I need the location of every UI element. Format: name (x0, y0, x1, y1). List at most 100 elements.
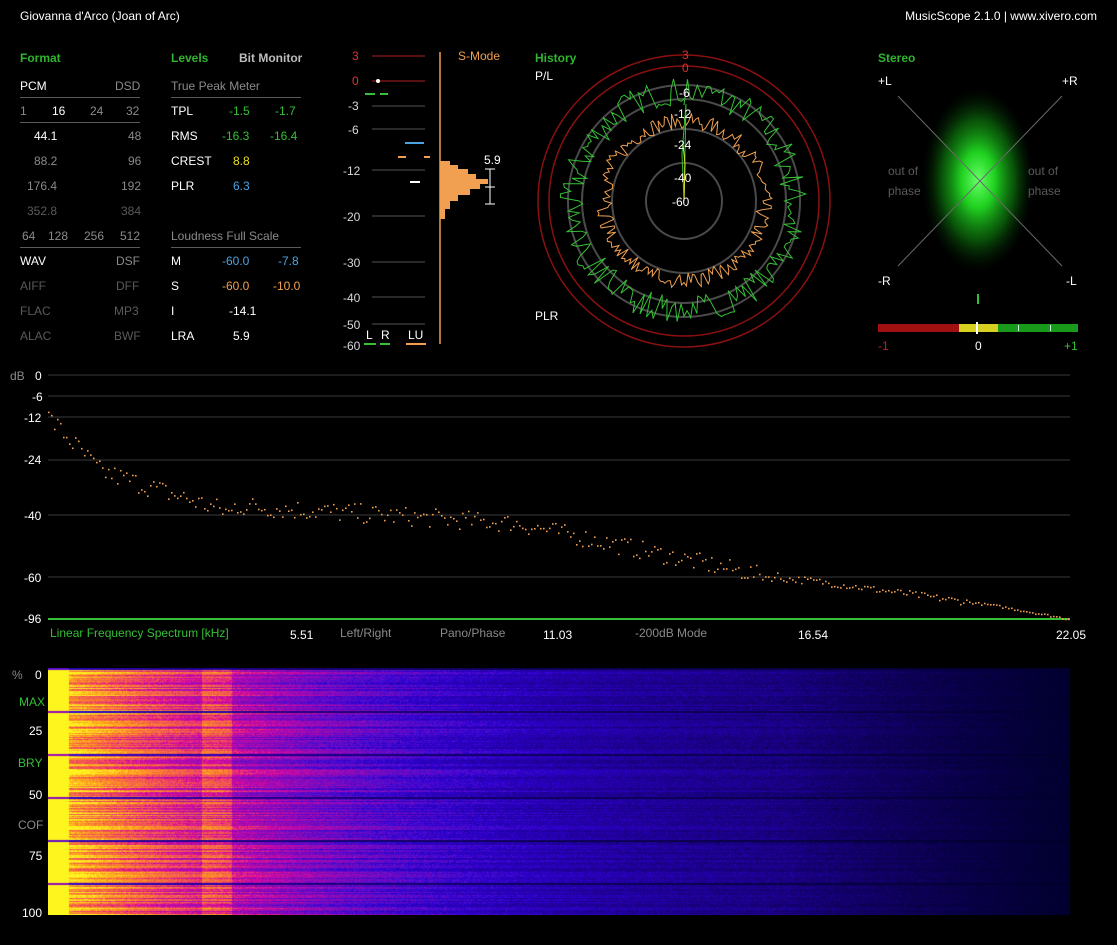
meter-tick-0: 0 (352, 74, 359, 88)
max-marker: MAX (19, 695, 46, 709)
bit-depth-24: 24 (90, 104, 104, 118)
ring-label-minus-12: -12 (674, 107, 692, 121)
bit-depth-1: 1 (20, 104, 27, 118)
bry-marker: BRY (18, 756, 43, 770)
meter-tick-minus-40: -40 (343, 291, 361, 305)
momentary-value: -60.0 (222, 254, 250, 268)
stereo-plus-r: +R (1062, 74, 1078, 88)
file-aiff: AIFF (20, 279, 46, 293)
spectrum-plot (48, 374, 1070, 621)
rate-88-2: 88.2 (34, 154, 58, 168)
ring-label-3: 3 (682, 48, 689, 62)
out-of-phase-left-1: out of (888, 164, 919, 178)
meter-tick-minus-50: -50 (343, 318, 361, 332)
minus-200db-mode-toggle[interactable]: -200dB Mode (635, 626, 708, 640)
history-plr-trace (596, 113, 773, 289)
bit-depth-32: 32 (126, 104, 140, 118)
ring-label-minus-60: -60 (672, 195, 690, 209)
dsd-rate-128: 128 (48, 229, 69, 243)
short-term-max: -10.0 (273, 279, 301, 293)
integrated-value: -14.1 (229, 304, 257, 318)
levels-header: Levels (171, 51, 209, 65)
spectrogram-tick-50: 50 (29, 788, 43, 802)
pcm-label[interactable]: PCM (20, 79, 47, 93)
left-right-toggle[interactable]: Left/Right (340, 626, 392, 640)
ring-label-0: 0 (682, 61, 689, 75)
stereo-plus-l: +L (878, 74, 892, 88)
history-pl-trace (559, 78, 808, 322)
dsd-rate-64: 64 (22, 229, 36, 243)
dsd-rate-256: 256 (84, 229, 105, 243)
spectrogram-tick-0: 0 (35, 668, 42, 682)
plr-value: 6.3 (233, 179, 250, 193)
correlation-minus-1: -1 (878, 339, 889, 353)
s-mode-toggle[interactable]: S-Mode (458, 49, 501, 63)
meter-tick-minus-30: -30 (343, 256, 361, 270)
freq-tick-16-54: 16.54 (798, 628, 829, 642)
correlation-plus-1: +1 (1064, 339, 1078, 353)
dsd-rate-512: 512 (120, 229, 141, 243)
db-unit: dB (10, 369, 25, 383)
rate-352-8: 352.8 (27, 204, 58, 218)
out-of-phase-right-2: phase (1028, 184, 1061, 198)
file-mp3: MP3 (114, 304, 139, 318)
plr-history-label: PLR (535, 309, 559, 323)
meter-tick-minus-60: -60 (343, 339, 361, 353)
correlation-indicator (977, 294, 979, 304)
file-dff: DFF (116, 279, 140, 293)
out-of-phase-left-2: phase (888, 184, 921, 198)
bit-monitor-tab[interactable]: Bit Monitor (239, 51, 303, 65)
true-peak-title: True Peak Meter (171, 79, 260, 93)
meter-left-label: L (366, 328, 373, 342)
freq-tick-11-03: 11.03 (543, 628, 573, 642)
correlation-meter (878, 322, 1078, 334)
rate-44-1: 44.1 (34, 129, 58, 143)
stereo-minus-r: -R (878, 274, 891, 288)
correlation-zero: 0 (975, 339, 982, 353)
momentary-max: -7.8 (278, 254, 299, 268)
stereo-minus-l: -L (1066, 274, 1077, 288)
db-tick-minus-40: -40 (24, 509, 42, 523)
integrated-label: I (171, 304, 175, 318)
meter-tick-minus-3: -3 (348, 99, 359, 113)
momentary-label: M (171, 254, 181, 268)
rms-left: -16.3 (222, 129, 250, 143)
db-tick-minus-60: -60 (24, 571, 42, 585)
file-alac: ALAC (20, 329, 52, 343)
pl-label: P/L (535, 69, 554, 83)
out-of-phase-right-1: out of (1028, 164, 1059, 178)
short-term-value: -60.0 (222, 279, 250, 293)
rate-176-4: 176.4 (27, 179, 58, 193)
loudness-title: Loudness Full Scale (171, 229, 280, 243)
rate-384: 384 (121, 204, 142, 218)
crest-value: 8.8 (233, 154, 250, 168)
short-term-label: S (171, 279, 180, 293)
spectrum-label: Linear Frequency Spectrum [kHz] (50, 626, 229, 640)
pano-phase-toggle[interactable]: Pano/Phase (440, 626, 506, 640)
percent-unit: % (12, 668, 23, 682)
format-header: Format (20, 51, 61, 65)
db-tick-0: 0 (35, 369, 42, 383)
cof-marker: COF (18, 818, 44, 832)
spectrogram-tick-25: 25 (29, 724, 43, 738)
meter-lu-label: LU (408, 328, 424, 342)
tpl-label: TPL (171, 104, 194, 118)
plr-label: PLR (171, 179, 195, 193)
crest-label: CREST (171, 154, 212, 168)
stereo-vectorscope (897, 88, 1063, 272)
rms-right: -16.4 (270, 129, 298, 143)
meter-tick-minus-20: -20 (343, 210, 361, 224)
rate-48: 48 (128, 129, 142, 143)
db-tick-minus-24: -24 (24, 453, 42, 467)
lra-value: 5.9 (233, 329, 250, 343)
rate-96: 96 (128, 154, 142, 168)
ring-label-minus-6: -6 (679, 86, 690, 100)
freq-tick-22-05: 22.05 (1056, 628, 1087, 642)
track-title: Giovanna d'Arco (Joan of Arc) (20, 9, 180, 23)
meter-tick-3: 3 (352, 49, 359, 63)
spectrogram-canvas (48, 668, 1070, 915)
dsd-label[interactable]: DSD (115, 79, 141, 93)
app-title: MusicScope 2.1.0 | www.xivero.com (905, 9, 1097, 23)
bit-depth-16: 16 (52, 104, 66, 118)
stereo-cloud (922, 88, 1034, 272)
